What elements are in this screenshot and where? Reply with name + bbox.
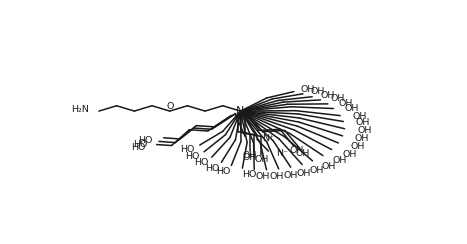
Text: OH: OH — [297, 169, 311, 178]
Text: OH: OH — [345, 104, 359, 113]
Text: HO: HO — [133, 140, 148, 149]
Text: OH: OH — [310, 166, 324, 175]
Text: OH: OH — [311, 87, 325, 96]
Text: OH: OH — [269, 172, 284, 181]
Text: OH: OH — [339, 99, 353, 108]
Text: OH: OH — [330, 94, 345, 103]
Text: OH: OH — [356, 118, 370, 127]
Text: OH: OH — [300, 85, 315, 94]
Text: OH: OH — [289, 146, 304, 155]
Text: H₂N: H₂N — [71, 105, 89, 114]
Text: HO: HO — [194, 158, 208, 167]
Text: OH: OH — [350, 142, 365, 151]
Text: OH: OH — [243, 151, 257, 160]
Text: HO: HO — [131, 143, 145, 152]
Text: HO: HO — [216, 167, 230, 176]
Text: OH: OH — [352, 112, 367, 121]
Text: N⁻: N⁻ — [276, 149, 288, 158]
Text: OH: OH — [254, 155, 269, 164]
Text: HO: HO — [138, 136, 152, 145]
Text: OH: OH — [295, 149, 310, 158]
Text: OH: OH — [343, 150, 357, 159]
Text: HO: HO — [185, 152, 200, 161]
Text: HO: HO — [243, 170, 257, 179]
Text: OH: OH — [283, 171, 297, 180]
Text: HO: HO — [181, 145, 195, 154]
Text: O: O — [166, 102, 173, 111]
Text: OH: OH — [256, 172, 270, 181]
Text: OH: OH — [321, 162, 335, 171]
Text: OH: OH — [333, 156, 347, 165]
Text: OH: OH — [243, 153, 257, 162]
Text: OH: OH — [355, 134, 369, 143]
Text: HO: HO — [205, 164, 219, 173]
Text: N: N — [236, 106, 245, 116]
Text: OH: OH — [357, 126, 371, 135]
Text: OH: OH — [321, 91, 335, 100]
Text: N⁺: N⁺ — [262, 134, 275, 143]
